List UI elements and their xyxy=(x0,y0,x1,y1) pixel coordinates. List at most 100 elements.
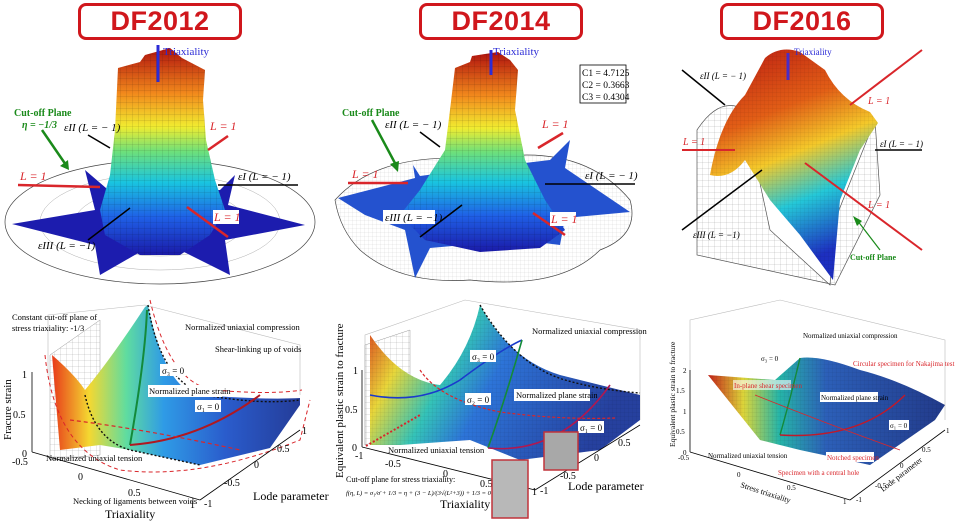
z-label: Fracure strain xyxy=(2,379,14,440)
annotation: σ₁ = 0 xyxy=(580,423,603,433)
z-tick: 1 xyxy=(353,366,358,377)
surface-mesh xyxy=(400,52,565,252)
panel-df2012: Triaxiality L = 1 L = 1 L = 1 εII (L = −… xyxy=(4,45,316,285)
annotation: Shear-linking up of voids xyxy=(215,344,301,354)
eps2-line xyxy=(419,131,441,148)
l1-label: L = 1 xyxy=(213,210,241,224)
l1-line xyxy=(186,205,229,239)
y-tick: 1 xyxy=(302,426,307,437)
x-label: Stress triaxiality xyxy=(739,480,791,505)
eps3-line xyxy=(87,207,131,241)
sigma3-curve xyxy=(779,357,801,436)
l1-label: L = 1 xyxy=(550,212,578,226)
x-tick: 0.5 xyxy=(128,488,141,499)
plane-strain-curve xyxy=(754,394,901,451)
annotation: σ₃ = 0 xyxy=(761,355,779,363)
x-tick: 0.5 xyxy=(787,484,796,492)
annotation: Normalized uniaxial compression xyxy=(803,332,898,340)
annotation: Necking of ligaments between voids xyxy=(73,496,197,506)
eps1-label: εI (L = − 1) xyxy=(238,171,291,183)
y-axis xyxy=(534,424,641,491)
z-tick: 0.5 xyxy=(676,428,685,436)
l1-line xyxy=(804,162,923,251)
y-tick: 0 xyxy=(254,460,259,471)
x-tick: -0.5 xyxy=(385,459,401,470)
annotation: Normalized uniaxial tension xyxy=(46,453,143,463)
z-tick: 0.5 xyxy=(345,405,358,416)
annotation-bg xyxy=(470,350,496,362)
z-label: Equivalent plastic strain to fracture xyxy=(334,323,346,478)
l1-label: L = 1 xyxy=(351,167,379,181)
annotation: Cut-off plane for stress triaxiality: xyxy=(346,475,455,484)
x-axis xyxy=(689,451,851,501)
y-tick: 0.5 xyxy=(618,438,631,449)
surface-mesh xyxy=(708,357,945,465)
y-label: Lode parameter xyxy=(568,479,644,493)
cutoff-arrow xyxy=(370,119,398,166)
title-df2012-text: DF2012 xyxy=(110,6,210,36)
title-df2014: DF2014 xyxy=(419,3,583,40)
eps3-label: εIII (L = −1) xyxy=(38,240,96,252)
x-label: Triaxiality xyxy=(105,507,155,521)
cutoff-arrowhead xyxy=(390,161,399,172)
eps2-label: εII (L = − 1) xyxy=(385,119,442,131)
y-tick: -0.5 xyxy=(224,478,240,489)
constants-box xyxy=(579,64,627,104)
sigma1-curve xyxy=(779,394,906,437)
eps3-label: εIII (L = −1) xyxy=(693,230,740,240)
cutoff-arrowhead xyxy=(60,160,69,170)
eps3-line xyxy=(681,169,763,231)
x-tick: 0 xyxy=(737,471,741,479)
x-tick: 0.5 xyxy=(480,479,493,490)
z-tick: 0 xyxy=(683,449,687,457)
triaxiality-label: Triaxiality xyxy=(493,46,540,58)
z-tick: 1 xyxy=(22,370,27,381)
eps2-line xyxy=(87,134,111,149)
l1-label: L = 1 xyxy=(867,200,890,211)
cutoff-eq-label: η = −1/3 xyxy=(22,120,57,131)
constant-c3: C3 = 0.4304 xyxy=(582,93,630,103)
y-tick: -0.5 xyxy=(875,482,887,490)
l1-line xyxy=(849,49,923,106)
red-envelope xyxy=(149,299,303,393)
x-tick: -0.5 xyxy=(678,454,690,462)
annotation: σ₁ = 0 xyxy=(890,422,908,430)
z-tick: 1 xyxy=(683,408,687,416)
title-df2012: DF2012 xyxy=(78,3,242,40)
annotation: Normalized uniaxial compression xyxy=(532,326,647,336)
plane-strain-curve xyxy=(419,369,616,419)
title-df2016: DF2016 xyxy=(720,3,884,40)
annotation: Constant cut-off plane of xyxy=(12,312,97,322)
annotation: σ₂ = 0 xyxy=(467,395,490,405)
y-axis xyxy=(199,429,301,501)
constant-c1: C1 = 4.7125 xyxy=(582,69,630,79)
y-axis xyxy=(849,429,946,501)
eps2-label: εII (L = − 1) xyxy=(700,71,746,81)
eps3-label: εIII (L = −1) xyxy=(385,212,443,224)
eps2-label: εII (L = − 1) xyxy=(64,122,121,134)
annotation: stress triaxiality: -1/3 xyxy=(12,323,84,333)
l1-label: L = 1 xyxy=(541,117,569,131)
y-label: Lode parameter xyxy=(879,455,925,493)
cutoff-arrow xyxy=(40,129,68,166)
l1-label-bg xyxy=(213,210,239,224)
annotation-bg xyxy=(195,400,221,412)
z-tick: 0 xyxy=(22,449,27,460)
z-tick: 0.5 xyxy=(13,410,26,421)
eps1-label: εI (L = − 1) xyxy=(880,139,923,149)
annotation: Normalized plane strain xyxy=(821,394,889,402)
constant-c2: C2 = 0.3663 xyxy=(582,81,630,91)
annotation-bg xyxy=(733,380,791,390)
eps2-line xyxy=(681,69,726,106)
eps3-label-bg xyxy=(383,210,435,224)
annotation: Normalized plane strain xyxy=(149,386,231,396)
uniaxial-tension-curve xyxy=(84,394,201,466)
panel-plastic-strain-2016: 0 0.5 1 1.5 2 -0.5 0 0.5 1 -1 -0.5 0 0.5… xyxy=(668,299,955,506)
cutoff-label: Cut-off Plane xyxy=(850,253,896,262)
triaxiality-label: Triaxiality xyxy=(163,46,210,58)
annotation: f(η, L) = σ₁/σ̄ + 1/3 = η + (3 − L)/(3√(… xyxy=(346,489,492,497)
y-tick: 0 xyxy=(594,453,599,464)
y-tick: 1 xyxy=(946,427,950,435)
annotation-bg xyxy=(514,389,590,401)
